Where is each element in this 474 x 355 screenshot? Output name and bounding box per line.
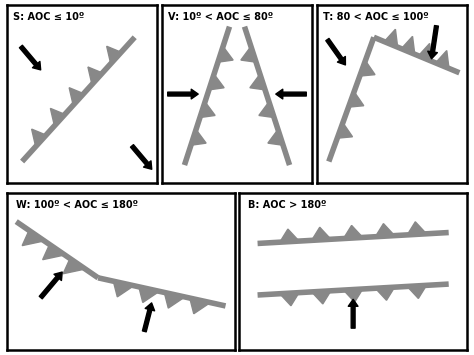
- Polygon shape: [407, 222, 427, 235]
- Polygon shape: [113, 281, 134, 297]
- Polygon shape: [50, 108, 65, 126]
- Text: B: AOC > 180º: B: AOC > 180º: [248, 200, 327, 210]
- Text: V: 10º < AOC ≤ 80º: V: 10º < AOC ≤ 80º: [168, 12, 273, 22]
- Polygon shape: [344, 225, 363, 239]
- Polygon shape: [311, 291, 331, 304]
- Text: S: AOC ≤ 10º: S: AOC ≤ 10º: [13, 12, 84, 22]
- Polygon shape: [360, 61, 375, 76]
- Polygon shape: [191, 130, 206, 145]
- Polygon shape: [280, 293, 299, 306]
- Polygon shape: [22, 230, 45, 246]
- Polygon shape: [209, 74, 224, 90]
- Polygon shape: [259, 102, 274, 118]
- Text: T: 80 < AOC ≤ 100º: T: 80 < AOC ≤ 100º: [323, 12, 428, 22]
- Polygon shape: [43, 245, 65, 260]
- Polygon shape: [419, 43, 432, 61]
- Polygon shape: [375, 224, 395, 237]
- Polygon shape: [268, 130, 283, 145]
- Polygon shape: [280, 229, 299, 242]
- Polygon shape: [384, 29, 398, 47]
- Polygon shape: [407, 285, 427, 299]
- Polygon shape: [337, 123, 353, 138]
- Polygon shape: [107, 46, 121, 64]
- Polygon shape: [250, 74, 265, 90]
- Polygon shape: [164, 293, 185, 308]
- Polygon shape: [375, 287, 395, 300]
- Polygon shape: [190, 298, 210, 314]
- Polygon shape: [200, 102, 215, 118]
- Polygon shape: [436, 50, 449, 69]
- Text: W: 100º < AOC ≤ 180º: W: 100º < AOC ≤ 180º: [16, 200, 138, 210]
- Polygon shape: [241, 47, 256, 62]
- Polygon shape: [344, 289, 363, 302]
- Polygon shape: [348, 92, 364, 107]
- Polygon shape: [32, 129, 46, 147]
- Polygon shape: [63, 258, 85, 274]
- Polygon shape: [139, 287, 159, 302]
- Polygon shape: [311, 227, 331, 240]
- Polygon shape: [218, 47, 233, 62]
- Polygon shape: [69, 88, 83, 105]
- Polygon shape: [88, 67, 102, 84]
- Polygon shape: [401, 36, 415, 54]
